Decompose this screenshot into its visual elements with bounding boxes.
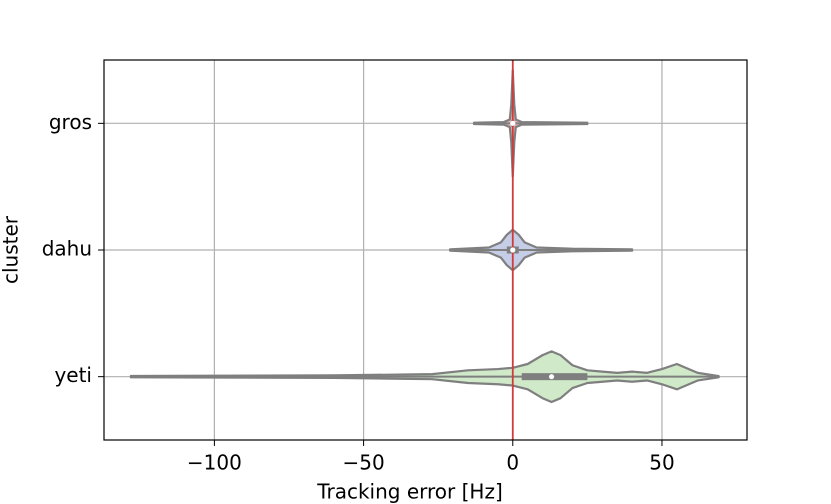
x-tick-label: −100 [187, 451, 242, 475]
median [548, 374, 555, 380]
x-tick-label: −50 [342, 451, 384, 475]
box [521, 373, 588, 381]
y-axis-label: cluster [0, 215, 23, 284]
median [510, 247, 516, 253]
median [510, 120, 516, 126]
x-tick-label: 50 [649, 451, 674, 475]
y-tick-label: yeti [54, 363, 92, 387]
plot-frame [103, 59, 748, 441]
y-tick-label: gros [49, 110, 92, 134]
x-tick-label: 0 [506, 451, 519, 475]
y-tick-label: dahu [42, 237, 92, 261]
x-axis-label: Tracking error [Hz] [316, 480, 503, 504]
